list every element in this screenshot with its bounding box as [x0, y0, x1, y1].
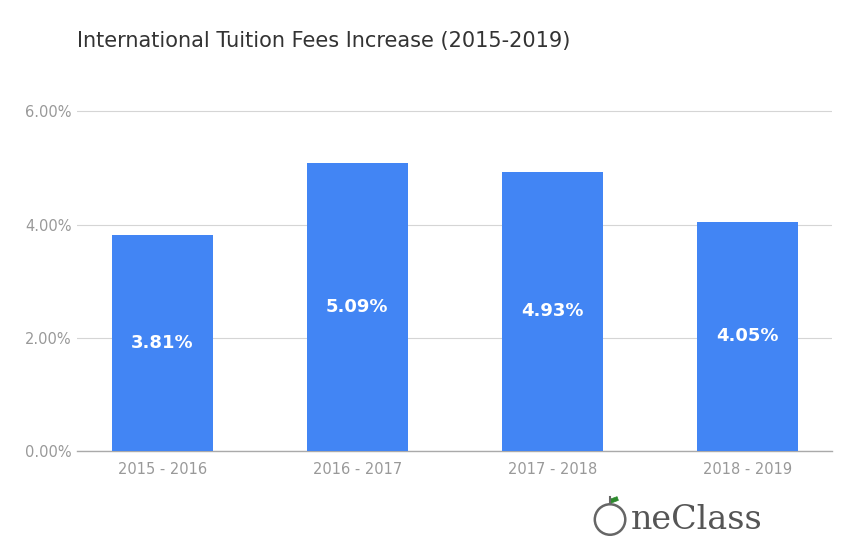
Text: International Tuition Fees Increase (2015-2019): International Tuition Fees Increase (201…: [77, 31, 571, 51]
Bar: [502, 172, 603, 451]
Text: 3.81%: 3.81%: [131, 334, 194, 352]
Text: 5.09%: 5.09%: [326, 298, 389, 316]
Polygon shape: [610, 497, 619, 503]
Text: 4.93%: 4.93%: [521, 302, 583, 321]
Bar: [697, 222, 798, 451]
Text: 4.05%: 4.05%: [716, 327, 778, 345]
Bar: [112, 235, 213, 451]
Text: neClass: neClass: [631, 504, 763, 536]
Bar: [306, 163, 408, 451]
